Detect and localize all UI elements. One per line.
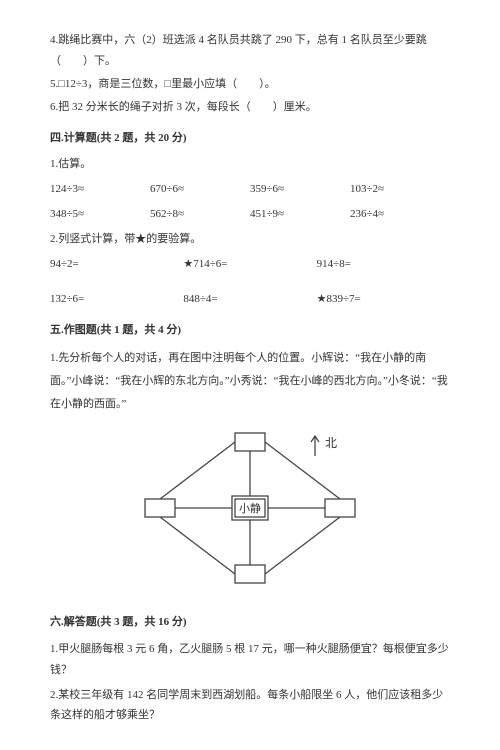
question-4: 4.跳绳比赛中，六（2）班选派 4 名队员共跳了 290 下，总有 1 名队员至… [50, 30, 450, 72]
calc-row-2: 348÷5≈ 562÷8≈ 451÷9≈ 236÷4≈ [50, 204, 450, 225]
calc-row-1: 124÷3≈ 670÷6≈ 359÷6≈ 103÷2≈ [50, 179, 450, 200]
question-5: 5.□12÷3，商是三位数，□里最小应填（ ）。 [50, 74, 450, 95]
calc-cell: 103÷2≈ [350, 179, 450, 200]
calc-cell: 848÷4= [183, 289, 316, 310]
calc-cell: 359÷6≈ [250, 179, 350, 200]
calc-cell: ★714÷6= [183, 254, 316, 275]
calc-cell: 451÷9≈ [250, 204, 350, 225]
calc-cell: 562÷8≈ [150, 204, 250, 225]
calc-cell: 132÷6= [50, 289, 183, 310]
sec4-q1: 1.估算。 [50, 154, 450, 175]
center-label: 小静 [239, 501, 261, 515]
sec5-q1: 1.先分析每个人的对话，再在图中注明每个人的位置。小辉说：“我在小静的南面。”小… [50, 347, 450, 416]
calc-cell: 124÷3≈ [50, 179, 150, 200]
section-5-title: 五.作图题(共 1 题，共 4 分) [50, 320, 450, 341]
calc-cell: 670÷6≈ [150, 179, 250, 200]
calc-cell: 914÷8= [317, 254, 450, 275]
sec6-q2: 2.某校三年级有 142 名同学周末到西湖划船。每条小船限坐 6 人，他们应该租… [50, 685, 450, 727]
section-6-title: 六.解答题(共 3 题，共 16 分) [50, 612, 450, 633]
north-label: 北 [325, 432, 337, 455]
position-diagram: 小静 北 [50, 428, 450, 596]
question-6: 6.把 32 分米长的绳子对折 3 次，每段长（ ）厘米。 [50, 97, 450, 118]
calc-row-3: 94÷2= ★714÷6= 914÷8= [50, 254, 450, 275]
section-4-title: 四.计算题(共 2 题，共 20 分) [50, 128, 450, 149]
calc-cell: 94÷2= [50, 254, 183, 275]
calc-cell: ★839÷7= [317, 289, 450, 310]
calc-row-4: 132÷6= 848÷4= ★839÷7= [50, 289, 450, 310]
calc-cell: 348÷5≈ [50, 204, 150, 225]
sec6-q1: 1.甲火腿肠每根 3 元 6 角，乙火腿肠 5 根 17 元，哪一种火腿肠便宜？… [50, 639, 450, 681]
sec4-q2: 2.列竖式计算，带★的要验算。 [50, 229, 450, 250]
calc-cell: 236÷4≈ [350, 204, 450, 225]
